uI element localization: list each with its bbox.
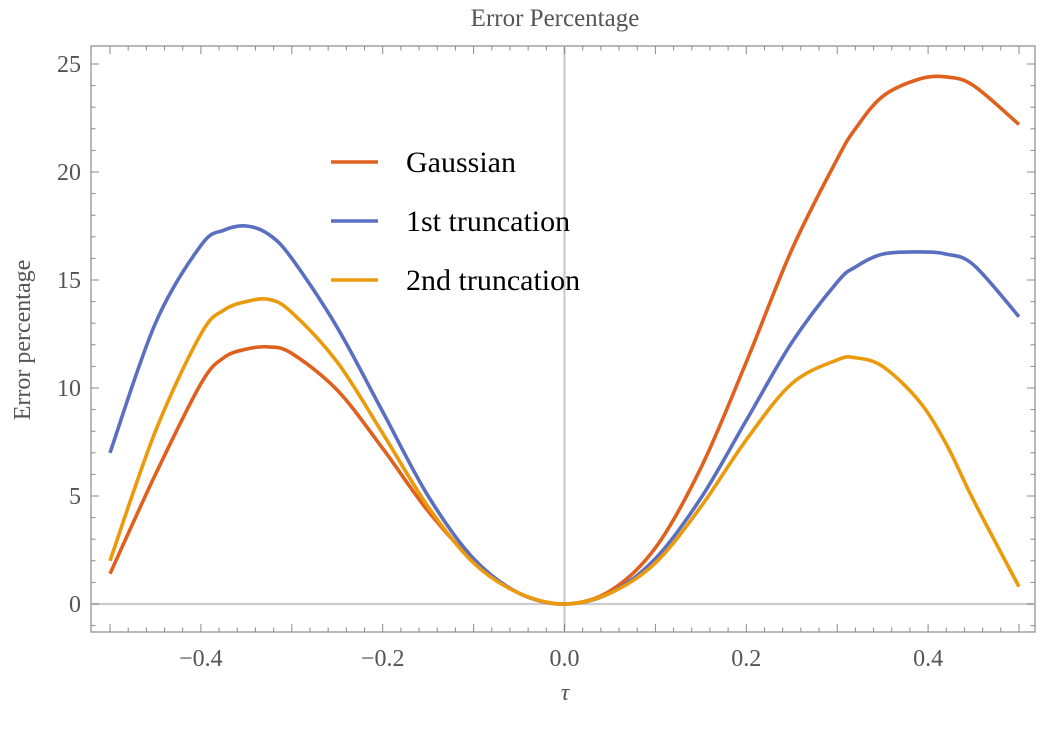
y-tick-label: 0 — [69, 592, 81, 618]
series-layer — [108, 74, 1021, 606]
y-axis-label: Error percentage — [10, 260, 36, 421]
chart-title: Error Percentage — [471, 5, 640, 32]
x-tick-label: 0.4 — [913, 646, 943, 672]
y-tick-label: 15 — [57, 268, 81, 294]
y-tick-label: 25 — [57, 52, 81, 78]
x-tick-label: −0.4 — [179, 646, 223, 672]
zero-axes — [91, 46, 1035, 632]
legend-label-1st-truncation: 1st truncation — [406, 205, 570, 238]
y-tick-label: 5 — [69, 484, 81, 510]
legend-label-2nd-truncation: 2nd truncation — [406, 264, 580, 297]
x-tick-label: 0.0 — [550, 646, 580, 672]
plot-frame — [90, 45, 1036, 633]
legend-label-gaussian: Gaussian — [406, 146, 516, 179]
legend: Gaussian 1st truncation 2nd truncation — [331, 146, 580, 297]
y-tick-label: 10 — [57, 376, 81, 402]
x-tick-label: −0.2 — [361, 646, 405, 672]
plot-border — [90, 45, 1036, 633]
series-line-2nd-truncation — [108, 296, 1021, 606]
tick-layer: −0.4 −0.2 0.0 0.2 0.4 0 5 10 15 20 25 — [57, 46, 1035, 672]
x-axis-label: τ — [561, 680, 571, 706]
x-tick-label: 0.2 — [731, 646, 761, 672]
y-tick-label: 20 — [57, 160, 81, 186]
